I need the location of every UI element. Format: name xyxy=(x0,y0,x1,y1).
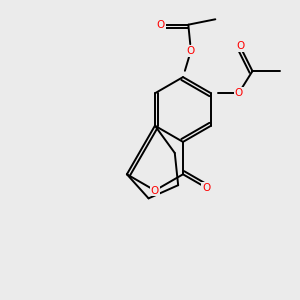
Text: O: O xyxy=(157,20,165,30)
Text: O: O xyxy=(151,185,159,196)
Text: O: O xyxy=(235,88,243,98)
Text: O: O xyxy=(202,183,210,193)
Text: O: O xyxy=(236,41,244,52)
Text: O: O xyxy=(187,46,195,56)
